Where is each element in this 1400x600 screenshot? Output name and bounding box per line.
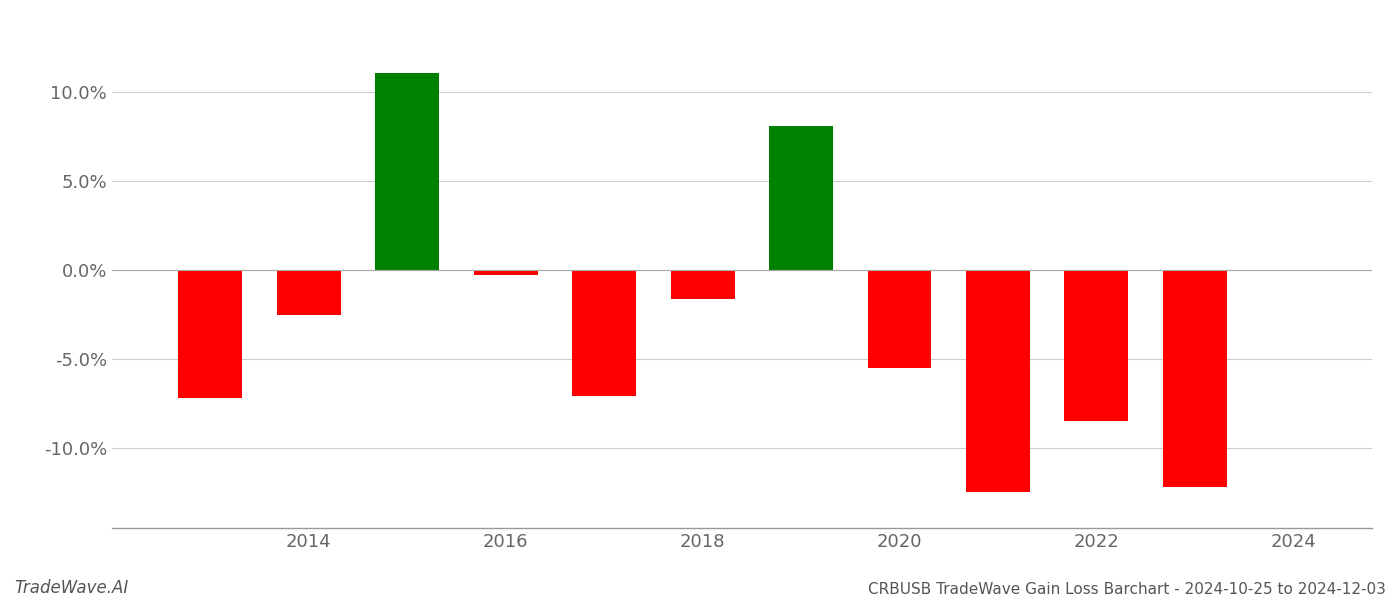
Bar bbox=[178, 270, 242, 398]
Text: CRBUSB TradeWave Gain Loss Barchart - 2024-10-25 to 2024-12-03: CRBUSB TradeWave Gain Loss Barchart - 20… bbox=[868, 582, 1386, 597]
Bar bbox=[769, 126, 833, 270]
Bar bbox=[375, 73, 440, 270]
Bar bbox=[868, 270, 931, 368]
Bar bbox=[573, 270, 636, 397]
Text: TradeWave.AI: TradeWave.AI bbox=[14, 579, 129, 597]
Bar bbox=[1064, 270, 1128, 421]
Bar bbox=[671, 270, 735, 299]
Bar bbox=[473, 270, 538, 275]
Bar bbox=[966, 270, 1030, 493]
Bar bbox=[1163, 270, 1226, 487]
Bar bbox=[277, 270, 340, 314]
